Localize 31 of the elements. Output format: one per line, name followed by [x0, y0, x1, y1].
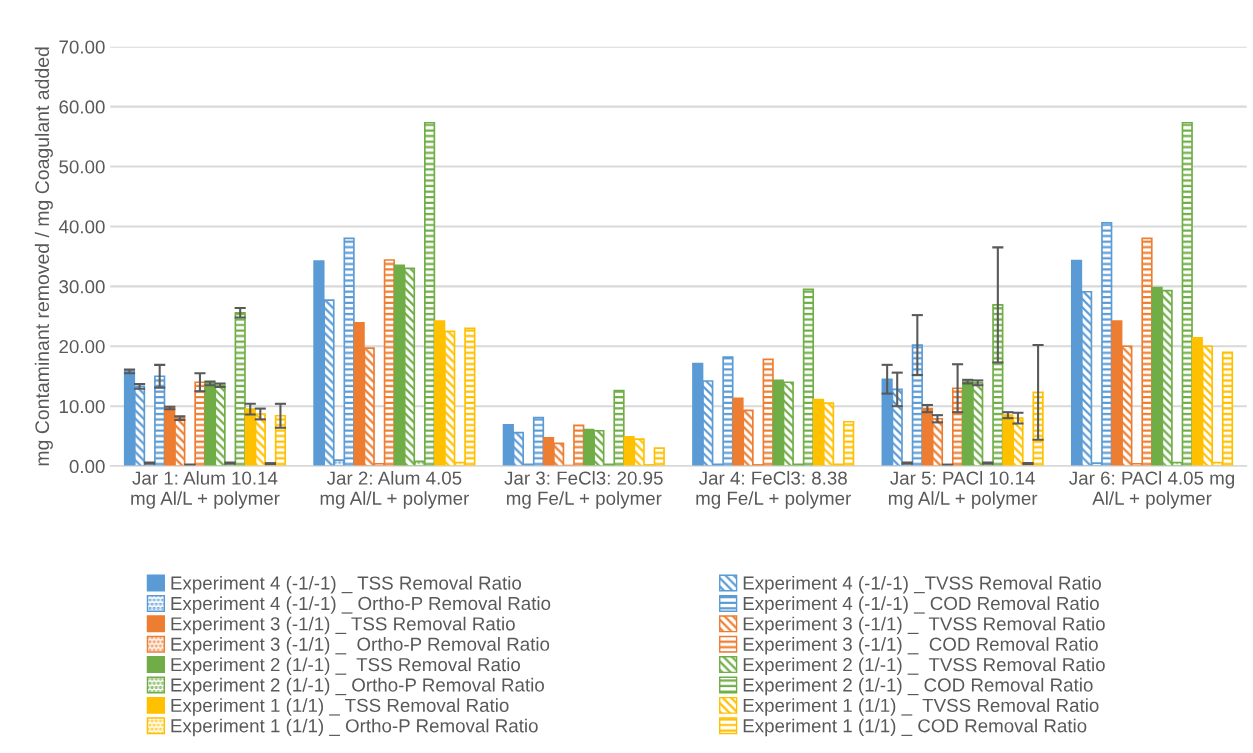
x-tick-label: Jar 2: Alum 4.05 mg Al/L + polymer	[320, 470, 470, 509]
legend-label: Experiment 3 (-1/1) _ COD Removal Ratio	[743, 637, 1098, 655]
y-tick-label: 40.00	[58, 220, 105, 234]
legend-label: Experiment 3 (-1/1) _ Ortho-P Removal Ratio	[171, 637, 550, 655]
legend-label: Experiment 1 (1/1) _ TVSS Removal Ratio	[743, 698, 1099, 716]
legend-label: Experiment 3 (-1/1) _ TVSS Removal Ratio	[743, 616, 1105, 635]
x-tick-label: Jar 6: PACl 4.05 mg Al/L + polymer	[1069, 470, 1235, 509]
y-tick-label: 50.00	[59, 160, 105, 174]
legend-label: Experiment 1 (1/1) _ COD Removal Ratio	[743, 718, 1087, 737]
y-axis-title: mg Contaminant removed / mg Coagulant added	[34, 47, 53, 466]
legend-label: Experiment 4 (-1/-1) _ TSS Removal Ratio	[171, 575, 522, 594]
legend-label: Experiment 2 (1/-1) _ Ortho-P Removal Ratio	[171, 677, 544, 696]
x-tick-label: Jar 1: Alum 10.14 mg Al/L + polymer	[131, 470, 280, 509]
legend-label: Experiment 4 (-1/-1) _ Ortho-P Removal Ratio	[171, 596, 551, 614]
legend-label: Experiment 4 (-1/-1) _TVSS Removal Ratio	[743, 575, 1101, 594]
x-tick-label: Jar 4: FeCl3: 8.38 mg Fe/L + polymer	[696, 470, 851, 509]
legend-label: Experiment 1 (1/1) _ TSS Removal Ratio	[171, 698, 509, 716]
x-tick-label: Jar 5: PACl 10.14 mg Al/L + polymer	[888, 470, 1038, 509]
legend-label: Experiment 3 (-1/1) _ TSS Removal Ratio	[171, 616, 515, 635]
legend-label: Experiment 2 (1/-1) _ TSS Removal Ratio	[171, 657, 520, 675]
y-tick-label: 20.00	[59, 339, 105, 354]
legend-label: Experiment 2 (1/-1) _ TVSS Removal Ratio	[743, 657, 1105, 675]
legend-label: Experiment 1 (1/1) _ Ortho-P Removal Ratio	[171, 718, 538, 737]
y-tick-label: 0.00	[69, 459, 105, 474]
legend-label: Experiment 4 (-1/-1) _ COD Removal Ratio	[743, 596, 1099, 614]
y-tick-label: 10.00	[59, 399, 105, 414]
legend-label: Experiment 2 (1/-1) _ COD Removal Ratio	[743, 677, 1093, 696]
y-tick-label: 60.00	[59, 100, 105, 114]
x-tick-label: Jar 3: FeCl3: 20.95 mg Fe/L + polymer	[504, 470, 663, 509]
y-tick-label: 70.00	[59, 40, 105, 54]
y-tick-label: 30.00	[59, 280, 105, 294]
